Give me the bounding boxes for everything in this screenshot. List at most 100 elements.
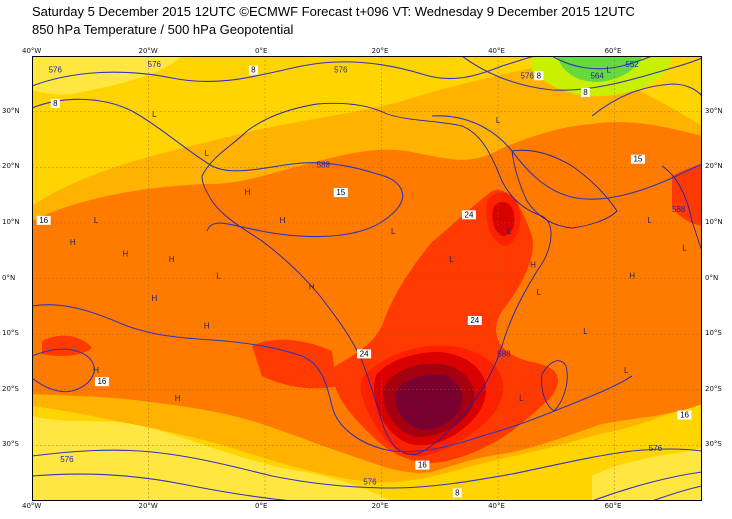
- high-pressure-marker: H: [151, 294, 157, 303]
- temperature-label-text: 24: [470, 316, 479, 325]
- band-18-east: [672, 164, 702, 226]
- high-pressure-marker: H: [70, 238, 76, 247]
- geopotential-contour-label: 564: [590, 71, 604, 80]
- temperature-label: 8: [534, 71, 544, 81]
- band-light-north-2: [32, 416, 392, 501]
- geopotential-contour-label: 588: [317, 160, 331, 169]
- low-pressure-marker: L: [508, 227, 513, 236]
- temperature-label-text: 8: [53, 99, 58, 108]
- low-pressure-marker: L: [152, 110, 157, 119]
- band-18-southwest: [42, 335, 92, 356]
- lat-tick-label-right: 20°N: [705, 162, 723, 171]
- contour-588-mid: [431, 115, 702, 200]
- temperature-label: 16: [677, 410, 692, 420]
- geopotential-contour-label: 576: [334, 66, 348, 75]
- temperature-label-text: 8: [251, 66, 256, 75]
- lat-tick-label-left: 20°S: [2, 384, 19, 393]
- temperature-label-box: [94, 377, 109, 387]
- lat-tick-label-left: 20°N: [2, 162, 20, 171]
- low-pressure-marker: L: [682, 244, 687, 253]
- lon-tick-label-top: 20°W: [138, 47, 158, 55]
- geopotential-contour-label: 576: [49, 66, 63, 75]
- lat-tick-label-left: 10°S: [2, 329, 19, 338]
- high-pressure-marker: H: [175, 394, 181, 403]
- low-pressure-marker: L: [519, 394, 524, 403]
- contour-552-southeast: [651, 485, 702, 501]
- coast-india: [661, 165, 702, 252]
- low-pressure-marker: L: [94, 216, 99, 225]
- temperature-label: 24: [357, 349, 372, 359]
- lon-tick-label-bottom: 40°W: [22, 502, 42, 510]
- high-pressure-marker: H: [245, 188, 251, 197]
- lon-tick-label-bottom: 0°E: [255, 502, 268, 510]
- band-30: [395, 374, 463, 430]
- contour-588-south: [32, 304, 633, 453]
- temperature-label-text: 24: [465, 210, 474, 219]
- contour-east-box: [591, 83, 702, 117]
- lat-tick-label-left: 10°N: [2, 217, 20, 226]
- geopotential-contour-label: 576: [363, 477, 377, 486]
- band-light-south-east: [592, 448, 702, 501]
- lon-tick-label-bottom: 20°E: [371, 502, 389, 510]
- map-frame: [32, 56, 702, 501]
- temperature-label-text: 15: [336, 188, 345, 197]
- lon-tick-label-top: 20°E: [371, 47, 389, 55]
- low-pressure-marker: L: [391, 227, 396, 236]
- lon-tick-label-bottom: 40°E: [488, 502, 505, 510]
- high-pressure-marker: H: [204, 322, 210, 331]
- contour-564-south: [32, 473, 293, 501]
- temperature-label-box: [50, 99, 60, 109]
- lon-tick-label-top: 40°E: [488, 47, 505, 55]
- contour-576-south: [32, 448, 702, 489]
- temperature-label-box: [248, 65, 258, 75]
- temperature-label-box: [461, 210, 476, 220]
- geopotential-contour-label: 576: [521, 71, 535, 80]
- lat-tick-label-right: 20°S: [705, 384, 722, 393]
- temperature-label-box: [333, 188, 348, 198]
- temperature-label-box: [677, 410, 692, 420]
- temperature-label: 24: [467, 316, 482, 325]
- temperature-label-box: [534, 71, 544, 81]
- temperature-label-text: 16: [680, 411, 689, 420]
- temperature-label-text: 15: [633, 155, 642, 164]
- high-pressure-marker: H: [629, 272, 635, 281]
- contour-564-ne: [551, 56, 653, 70]
- temperature-label-box: [580, 87, 590, 97]
- temperature-label-text: 8: [583, 88, 588, 97]
- temperature-labels: 8 8 8 8 15 15 16 16 16 16 24 24 24 8: [36, 65, 692, 498]
- low-pressure-marker: L: [496, 116, 501, 125]
- low-pressure-marker: L: [449, 255, 454, 264]
- temperature-label: 15: [333, 188, 348, 198]
- lon-tick-label-bottom: 20°W: [138, 502, 158, 510]
- temperature-label: 15: [630, 154, 645, 164]
- coast-madagascar: [541, 360, 568, 412]
- low-pressure-marker: L: [647, 216, 652, 225]
- lat-tick-label-right: 30°N: [705, 106, 723, 115]
- low-pressure-marker: L: [537, 288, 542, 297]
- high-pressure-marker: H: [280, 216, 286, 225]
- lat-tick-label-right: 10°N: [705, 217, 723, 226]
- temperature-label-box: [357, 349, 372, 359]
- low-pressure-marker: L: [624, 366, 629, 375]
- lat-tick-label-left: 0°N: [2, 273, 16, 282]
- low-pressure-marker: L: [414, 394, 419, 403]
- high-pressure-marker: H: [93, 366, 99, 375]
- high-pressure-marker: H: [309, 283, 315, 292]
- low-pressure-marker: L: [607, 66, 612, 75]
- contour-588-north: [32, 98, 404, 238]
- coastlines: [201, 102, 702, 455]
- temperature-label: 16: [36, 215, 51, 225]
- temperature-label: 16: [94, 377, 109, 387]
- coast-arabia: [511, 149, 618, 229]
- geopotential-contour-label: 576: [148, 60, 162, 69]
- geopotential-contour-label: 576: [60, 455, 74, 464]
- high-pressure-marker: H: [530, 260, 536, 269]
- lat-tick-label-right: 10°S: [705, 329, 722, 338]
- lat-tick-label-left: 30°S: [2, 440, 19, 449]
- lon-tick-label-top: 0°E: [255, 47, 268, 55]
- geopotential-contours: [32, 56, 702, 501]
- temperature-label-text: 16: [39, 216, 48, 225]
- lat-tick-label-right: 30°S: [705, 440, 722, 449]
